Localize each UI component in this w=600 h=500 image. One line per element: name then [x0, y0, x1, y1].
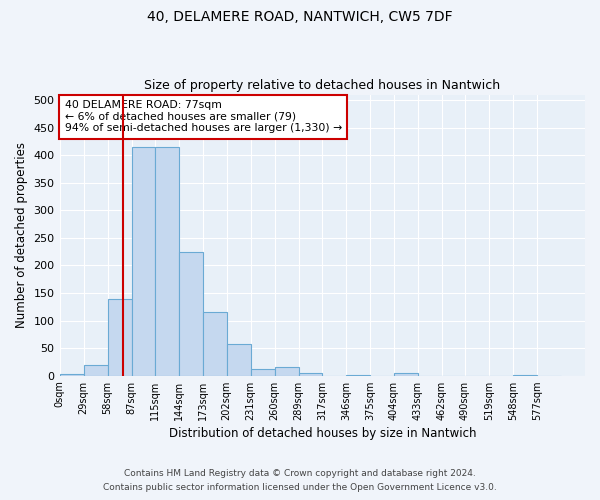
- Bar: [131, 147, 155, 376]
- Text: 40 DELAMERE ROAD: 77sqm
← 6% of detached houses are smaller (79)
94% of semi-det: 40 DELAMERE ROAD: 77sqm ← 6% of detached…: [65, 100, 342, 134]
- Bar: [251, 368, 275, 376]
- Bar: [83, 364, 107, 376]
- Bar: [275, 368, 299, 376]
- Bar: [299, 373, 322, 376]
- Title: Size of property relative to detached houses in Nantwich: Size of property relative to detached ho…: [144, 79, 500, 92]
- Text: 40, DELAMERE ROAD, NANTWICH, CW5 7DF: 40, DELAMERE ROAD, NANTWICH, CW5 7DF: [147, 10, 453, 24]
- Bar: [107, 298, 131, 376]
- Text: Contains public sector information licensed under the Open Government Licence v3: Contains public sector information licen…: [103, 484, 497, 492]
- Bar: [394, 374, 418, 376]
- X-axis label: Distribution of detached houses by size in Nantwich: Distribution of detached houses by size …: [169, 427, 476, 440]
- Bar: [179, 252, 203, 376]
- Bar: [203, 312, 227, 376]
- Bar: [155, 147, 179, 376]
- Bar: [346, 375, 370, 376]
- Y-axis label: Number of detached properties: Number of detached properties: [15, 142, 28, 328]
- Text: Contains HM Land Registry data © Crown copyright and database right 2024.: Contains HM Land Registry data © Crown c…: [124, 468, 476, 477]
- Bar: [59, 374, 83, 376]
- Bar: [227, 344, 251, 376]
- Bar: [513, 374, 537, 376]
